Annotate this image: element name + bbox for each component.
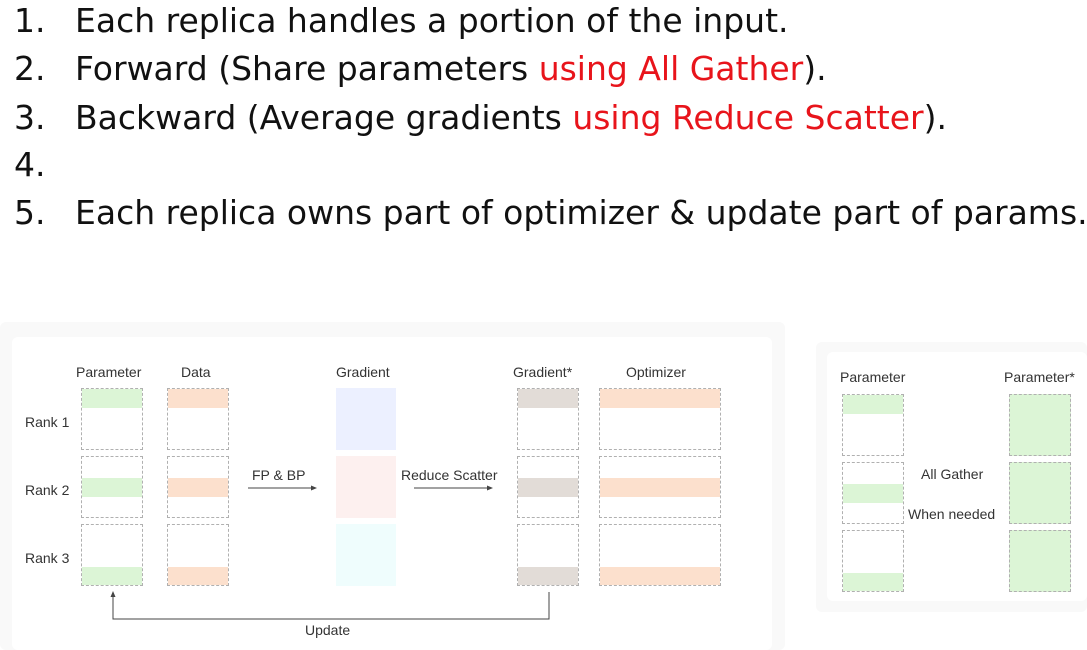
bullet-item-4: 4. [14, 145, 75, 185]
header-parameter: Parameter [76, 364, 142, 380]
gradient-star-rank-3 [517, 524, 579, 586]
update-arrow [112, 592, 550, 620]
bullet-suffix: ). [803, 49, 827, 88]
gather-parameter-rank-1 [842, 394, 904, 456]
fp-bp-arrowhead [311, 485, 317, 491]
gradient-rank-2 [336, 456, 396, 518]
data-rank-3 [167, 524, 229, 586]
gradient-star-shard [518, 567, 578, 585]
rank-3-label: Rank 3 [25, 550, 70, 566]
data-shard [168, 478, 228, 497]
data-shard [168, 567, 228, 585]
gather-parameter-star-rank-2 [1009, 462, 1071, 524]
gradient-star-shard [518, 389, 578, 408]
reduce-scatter-arrowhead [487, 485, 493, 491]
optimizer-rank-2 [599, 456, 721, 518]
optimizer-shard [600, 389, 720, 408]
header-gradient-star: Gradient* [513, 364, 573, 380]
gather-parameter-rank-3 [842, 530, 904, 592]
parameter-rank-2 [81, 456, 143, 518]
bullet-text: Backward (Average gradients [75, 98, 573, 137]
gather-parameter-rank-2 [842, 462, 904, 524]
gradient-star-rank-2 [517, 456, 579, 518]
optimizer-shard [600, 478, 720, 497]
bullet-highlight: using Reduce Scatter [572, 98, 924, 137]
optimizer-rank-1 [599, 388, 721, 450]
update-label: Update [305, 622, 351, 638]
bullet-text: Forward (Share parameters [75, 49, 539, 88]
gradient-star-rank-1 [517, 388, 579, 450]
bullet-item-5: 5. Each replica owns part of optimizer & … [14, 193, 1087, 233]
bullet-highlight: using All Gather [538, 49, 804, 88]
gradient-rank-3 [336, 524, 396, 586]
header-optimizer: Optimizer [626, 364, 686, 380]
parameter-rank-1 [81, 388, 143, 450]
parameter-rank-3 [81, 524, 143, 586]
gather-parameter-star-rank-1 [1009, 394, 1071, 456]
when-needed-label: When needed [908, 506, 996, 522]
gradient-star-shard [518, 478, 578, 497]
data-rank-2 [167, 456, 229, 518]
header-data: Data [181, 364, 211, 380]
header-gradient: Gradient [336, 364, 390, 380]
bullet-number: 4. [14, 145, 46, 184]
all-gather-label: All Gather [921, 466, 984, 482]
parameter-shard [82, 567, 142, 585]
optimizer-shard [600, 567, 720, 585]
bullet-text: Each replica owns part of optimizer & up… [75, 193, 1087, 232]
data-shard [168, 389, 228, 408]
bullet-item-2: 2. Forward (Share parameters using All Ga… [14, 49, 827, 89]
bullet-item-3: 3. Backward (Average gradients using Redu… [14, 98, 947, 138]
parameter-shard [82, 478, 142, 497]
bullet-number: 5. [14, 193, 46, 232]
bullet-number: 1. [14, 1, 46, 40]
optimizer-rank-3 [599, 524, 721, 586]
bullet-item-1: 1. Each replica handles a portion of the … [14, 1, 789, 41]
rank-1-label: Rank 1 [25, 414, 70, 430]
bullet-number: 2. [14, 49, 46, 88]
parameter-shard [843, 484, 903, 503]
fp-bp-label: FP & BP [252, 467, 306, 483]
reduce-scatter-label: Reduce Scatter [401, 467, 498, 483]
gather-parameter-star-rank-3 [1009, 530, 1071, 592]
parameter-shard [843, 395, 903, 414]
parameter-shard [843, 573, 903, 591]
data-rank-1 [167, 388, 229, 450]
bullet-suffix: ). [923, 98, 947, 137]
bullet-number: 3. [14, 98, 46, 137]
bullet-text: Each replica handles a portion of the in… [75, 1, 789, 40]
all-gather-header-parameter-star: Parameter* [1004, 369, 1075, 385]
update-arrowhead [110, 591, 116, 597]
all-gather-header-parameter: Parameter [840, 369, 906, 385]
parameter-shard [82, 389, 142, 408]
rank-2-label: Rank 2 [25, 482, 70, 498]
gradient-rank-1 [336, 388, 396, 450]
